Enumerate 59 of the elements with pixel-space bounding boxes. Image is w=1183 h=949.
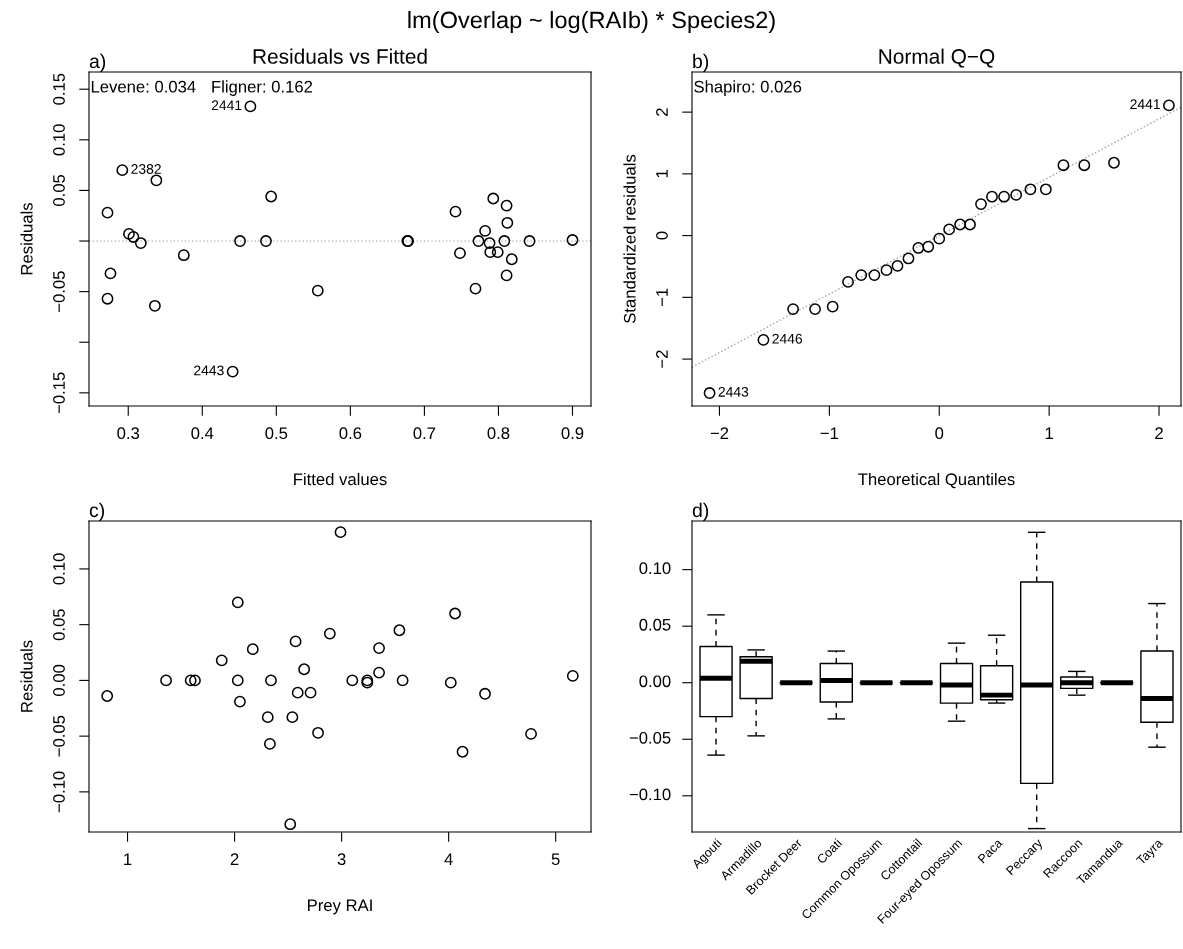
annotation: Fligner: 0.162 — [212, 80, 313, 96]
x-tick-label: 0.8 — [487, 427, 510, 440]
text: a) — [89, 53, 106, 72]
x-tick-label: 0.7 — [413, 427, 436, 440]
y-tick-label: −2 — [656, 350, 668, 368]
x-tick-label: −1 — [820, 427, 839, 439]
x-tick-label: 0 — [935, 427, 944, 440]
y-tick-label: 0.05 — [53, 609, 65, 641]
y-axis-title: Standardized residuals — [623, 154, 636, 324]
y-tick-label: 0.05 — [53, 174, 65, 206]
y-tick-label: −0.15 — [53, 372, 65, 414]
text: lm(Overlap ~ log(RAIb) * Species2) — [408, 11, 775, 33]
x-tick-label: 0.5 — [265, 427, 288, 440]
x-tick-label: 2 — [230, 853, 239, 865]
y-tick-label: −1 — [656, 288, 668, 307]
y-tick-label: −0.05 — [53, 715, 65, 757]
annotation: Shapiro: 0.026 — [694, 80, 802, 96]
y-tick-label: −0.05 — [629, 731, 671, 744]
x-tick-label: 0.6 — [339, 427, 362, 440]
y-tick-label: −0.10 — [53, 771, 65, 813]
x-tick-label: 1 — [1045, 427, 1053, 439]
annotation: 2446 — [772, 333, 803, 344]
x-tick-label: −2 — [710, 427, 729, 439]
x-tick-label: 2 — [1155, 427, 1163, 439]
y-tick-label: 0.10 — [53, 124, 65, 156]
x-axis-title: Fitted values — [294, 472, 387, 486]
text: d) — [692, 502, 709, 521]
y-tick-label: 0.10 — [53, 553, 65, 585]
chart-title: Residuals vs Fitted — [253, 48, 427, 64]
text: b) — [693, 53, 709, 72]
x-tick-label: 3 — [337, 853, 346, 866]
annotation: 2443 — [718, 386, 749, 397]
y-tick-label: 0.10 — [639, 562, 671, 575]
y-tick-label: 0.15 — [53, 73, 65, 105]
x-axis-title: Theoretical Quantiles — [858, 472, 1015, 489]
x-tick-label: 1 — [124, 853, 132, 865]
annotation: 2441 — [211, 100, 242, 110]
x-tick-label: 4 — [444, 853, 453, 865]
y-tick-label: −0.10 — [629, 788, 671, 801]
x-axis-title: Prey RAI — [308, 899, 372, 915]
y-axis-title: Residuals — [20, 203, 33, 275]
y-axis-title: Residuals — [20, 640, 33, 712]
x-tick-label: 0.4 — [191, 427, 214, 440]
y-tick-label: 0.05 — [639, 618, 671, 631]
y-tick-label: 0.00 — [53, 664, 65, 696]
text: c) — [89, 502, 104, 521]
x-tick-label: 5 — [551, 853, 560, 866]
y-tick-label: 0 — [656, 231, 668, 240]
y-tick-label: 2 — [656, 108, 668, 116]
y-tick-label: 0.00 — [639, 675, 671, 688]
chart-title: Normal Q−Q — [879, 48, 995, 68]
annotation: 2441 — [1130, 99, 1160, 109]
y-tick-label: −0.05 — [53, 271, 65, 312]
annotation: 2382 — [131, 164, 161, 174]
annotation: Levene: 0.034 — [91, 80, 196, 93]
y-tick-label: 1 — [656, 170, 668, 178]
annotation: 2443 — [194, 365, 224, 376]
x-tick-label: 0.3 — [117, 427, 140, 440]
x-tick-label: 0.9 — [561, 427, 584, 440]
